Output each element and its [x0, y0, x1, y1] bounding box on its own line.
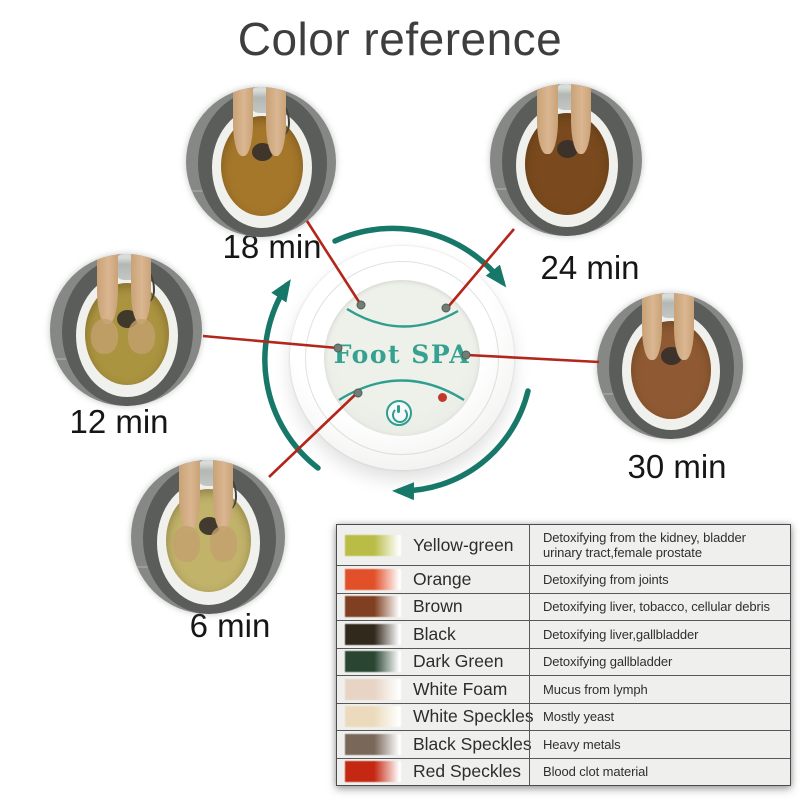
left-leg	[97, 254, 118, 324]
left-foot	[91, 319, 119, 355]
electrode-cord	[269, 100, 290, 137]
color-swatch	[345, 706, 401, 728]
right-foot	[209, 526, 238, 562]
time-label-24min: 24 min	[540, 249, 640, 286]
color-swatch	[345, 596, 401, 618]
color-name: White Speckles	[413, 706, 534, 727]
color-swatch	[345, 761, 401, 783]
color-name: Black Speckles	[413, 733, 532, 754]
left-leg	[537, 84, 558, 154]
time-label-6min: 6 min	[189, 607, 271, 644]
left-foot	[172, 526, 201, 562]
electrode-array	[252, 142, 273, 161]
table-row: Black Detoxifying liver,gallbladder	[337, 620, 790, 648]
color-description: Blood clot material	[543, 764, 649, 779]
color-description: Heavy metals	[543, 736, 621, 752]
device-brand-text: Foot SPA	[333, 340, 471, 369]
right-leg	[674, 293, 695, 361]
color-description: Detoxifying from joints	[543, 571, 669, 587]
left-leg	[232, 87, 253, 156]
foot-bath-photo-6min	[131, 460, 285, 614]
table-row: Black Speckles Heavy metals	[337, 730, 790, 758]
color-reference-table: Yellow-green Detoxifying from the kidney…	[336, 524, 791, 786]
right-leg	[265, 87, 286, 156]
color-name: Red Speckles	[413, 761, 521, 782]
table-row: Orange Detoxifying from joints	[337, 565, 790, 593]
table-row: White Speckles Mostly yeast	[337, 702, 790, 730]
color-name: White Foam	[413, 678, 508, 699]
table-row: Yellow-green Detoxifying from the kidney…	[337, 525, 790, 565]
color-name: Dark Green	[413, 651, 504, 672]
color-swatch	[345, 678, 401, 700]
color-description: Detoxifying from the kidney, bladder uri…	[543, 529, 746, 561]
electrode-cord	[216, 473, 238, 511]
foot-bath-photo-18min	[186, 87, 336, 237]
color-name: Black	[413, 623, 456, 644]
color-name: Yellow-green	[413, 534, 514, 555]
color-description: Detoxifying liver,gallbladder	[543, 626, 699, 642]
foot-bath-photo-24min	[490, 84, 642, 236]
page-title: Color reference	[237, 13, 563, 65]
color-swatch	[345, 651, 401, 673]
foot-bath-photo-30min	[597, 293, 743, 439]
time-label-12min: 12 min	[69, 403, 169, 440]
right-leg	[570, 84, 592, 154]
color-description: Mostly yeast	[543, 709, 615, 724]
color-swatch	[345, 733, 401, 755]
foot-bath-photo-12min	[50, 254, 202, 406]
indicator-light	[438, 393, 447, 402]
table-row: Brown Detoxifying liver, tobacco, cellul…	[337, 592, 790, 620]
color-description: Mucus from lymph	[543, 681, 648, 697]
right-leg	[130, 254, 152, 324]
color-name: Orange	[413, 568, 472, 589]
right-leg	[212, 460, 234, 531]
color-description: Detoxifying liver, tobacco, cellular deb…	[543, 599, 770, 614]
left-leg	[642, 293, 662, 361]
table-row: Red Speckles Blood clot material	[337, 757, 790, 785]
color-swatch	[345, 623, 401, 645]
electrode-array	[556, 140, 579, 159]
color-description: Detoxifying gallbladder	[543, 654, 673, 669]
power-button-icon	[386, 400, 412, 426]
time-label-30min: 30 min	[627, 448, 727, 485]
foot-spa-device: Foot SPA	[290, 246, 514, 470]
left-leg	[178, 460, 200, 531]
color-swatch	[345, 568, 401, 590]
right-foot	[127, 319, 155, 355]
color-swatch	[345, 534, 401, 556]
color-name: Brown	[413, 596, 463, 617]
table-row: Dark Green Detoxifying gallbladder	[337, 647, 790, 675]
electrode-cord	[134, 267, 155, 305]
table-row: White Foam Mucus from lymph	[337, 675, 790, 703]
